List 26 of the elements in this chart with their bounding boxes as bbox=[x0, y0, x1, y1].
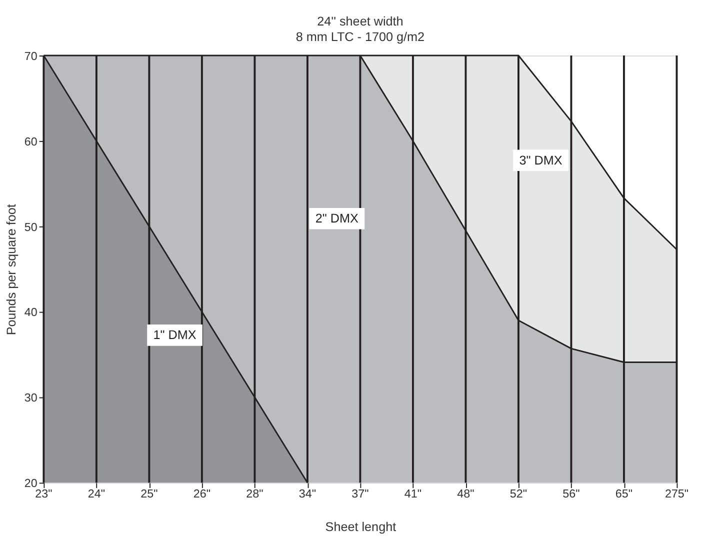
x-tick-label: 65" bbox=[615, 487, 633, 500]
x-tick-label: 34" bbox=[298, 487, 316, 500]
x-tick-label: 25" bbox=[140, 487, 158, 500]
x-tick-label: 28" bbox=[246, 487, 264, 500]
x-tick-label: 56" bbox=[562, 487, 580, 500]
x-tick-label: 23" bbox=[35, 487, 52, 500]
x-tick-label: 26" bbox=[193, 487, 210, 500]
y-tick-label: 60 bbox=[24, 135, 38, 148]
chart-subtitle: 8 mm LTC - 1700 g/m2 bbox=[296, 30, 425, 44]
x-axis-title: Sheet lenght bbox=[325, 520, 397, 534]
x-tick-label: 275" bbox=[664, 487, 689, 500]
x-tick-label: 41" bbox=[404, 487, 422, 500]
chart-title: 24'' sheet width bbox=[317, 14, 404, 28]
x-tick-label: 52" bbox=[510, 487, 528, 500]
y-tick-label: 50 bbox=[24, 220, 38, 234]
y-tick-label: 70 bbox=[24, 50, 38, 63]
series-label: 2" DMX bbox=[315, 212, 359, 226]
series-label: 3" DMX bbox=[519, 153, 563, 168]
series-label: 1" DMX bbox=[153, 328, 197, 342]
x-tick-label: 37" bbox=[352, 487, 369, 500]
y-tick-label: 40 bbox=[24, 306, 38, 320]
x-tick-label: 48" bbox=[457, 487, 474, 500]
y-tick-label: 30 bbox=[24, 392, 38, 405]
y-axis-title: Pounds per square foot bbox=[4, 204, 19, 336]
x-tick-label: 24" bbox=[88, 487, 105, 500]
y-tick-label: 20 bbox=[24, 477, 38, 490]
